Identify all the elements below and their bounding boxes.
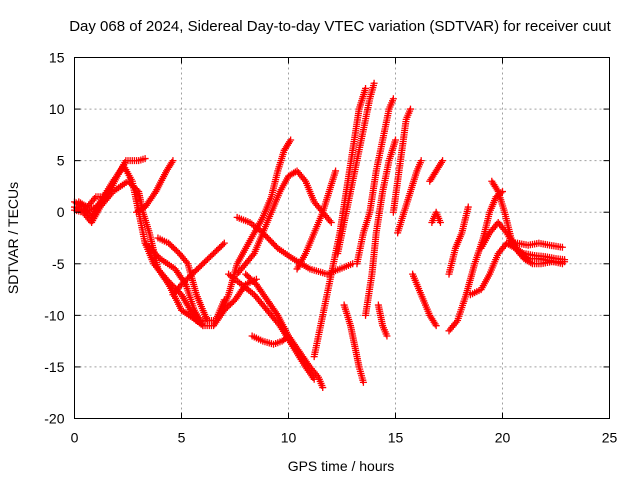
series-arc-20 — [362, 136, 399, 319]
series-arc-32 — [503, 239, 569, 268]
data-point — [141, 155, 149, 163]
data-point — [383, 332, 391, 340]
series-arc-19 — [353, 95, 397, 268]
series-arc-4 — [75, 193, 108, 211]
series-arc-8 — [169, 239, 228, 299]
y-tick-label: -10 — [44, 307, 64, 323]
y-tick-label: 10 — [49, 101, 65, 117]
data-point — [285, 332, 292, 340]
series-arc-12 — [225, 270, 318, 383]
data-point — [259, 229, 267, 237]
series-arc-24 — [409, 270, 440, 330]
series-arc-17 — [340, 301, 367, 386]
data-point — [219, 241, 227, 249]
y-tick-label: -5 — [52, 256, 65, 272]
data-point — [310, 375, 318, 383]
data-point — [558, 243, 566, 251]
data-point — [169, 157, 177, 165]
data-point — [332, 167, 340, 175]
data-point — [149, 247, 157, 255]
data-point — [266, 237, 274, 245]
data-point — [439, 157, 447, 165]
series-arc-15 — [293, 167, 340, 273]
data-point — [268, 238, 276, 246]
series-arc-18 — [334, 79, 378, 257]
series-arc-5 — [133, 157, 177, 216]
marks-layer — [71, 79, 569, 392]
x-tick-label: 15 — [388, 430, 404, 446]
data-point — [143, 241, 151, 249]
series-arc-23 — [394, 157, 425, 237]
grid-layer — [74, 57, 610, 419]
x-tick-label: 0 — [71, 430, 79, 446]
data-point — [263, 233, 271, 241]
data-point — [319, 384, 327, 392]
data-point — [406, 105, 414, 113]
y-tick-label: -15 — [44, 359, 64, 375]
data-point — [389, 95, 397, 103]
data-point — [283, 333, 291, 341]
data-point — [146, 244, 154, 252]
data-point — [133, 186, 141, 194]
data-point — [147, 245, 155, 253]
data-point — [370, 79, 378, 87]
data-point — [561, 258, 569, 266]
data-point — [359, 378, 367, 386]
x-tick-label: 25 — [602, 430, 618, 446]
data-point — [392, 136, 399, 144]
series-arc-16 — [310, 84, 370, 361]
data-point — [362, 84, 370, 92]
series-arc-22 — [389, 105, 414, 216]
data-point — [152, 250, 160, 258]
x-tick-label: 5 — [178, 430, 186, 446]
data-point — [271, 241, 279, 249]
series-arc-29 — [466, 239, 566, 299]
data-point — [464, 203, 472, 211]
series-arc-21 — [374, 301, 391, 340]
ticks-layer: 0 5 10 15 20 25 -20 -15 -10 -5 0 5 10 15 — [44, 50, 617, 446]
plot-frame — [74, 57, 610, 419]
data-point — [417, 157, 425, 165]
data-point — [100, 193, 108, 201]
y-axis-label: SDTVAR / TECUs — [5, 182, 21, 294]
y-tick-label: 15 — [49, 50, 65, 66]
data-point — [432, 322, 440, 330]
chart-title: Day 068 of 2024, Sidereal Day-to-day VTE… — [69, 18, 611, 35]
data-point — [220, 239, 228, 247]
data-point — [141, 239, 149, 247]
series-arc-25 — [426, 157, 447, 185]
data-point — [269, 240, 277, 248]
data-point — [153, 252, 161, 260]
data-point — [262, 232, 270, 240]
data-point — [327, 219, 335, 227]
data-point — [150, 248, 158, 256]
y-tick-label: 5 — [57, 153, 65, 169]
x-tick-label: 10 — [281, 430, 297, 446]
data-point — [265, 235, 273, 243]
x-tick-label: 20 — [495, 430, 511, 446]
x-axis-label: GPS time / hours — [288, 458, 395, 474]
series-arc-27 — [445, 203, 472, 278]
data-point — [287, 136, 295, 144]
series-arc-26 — [428, 208, 444, 227]
y-tick-label: 0 — [57, 204, 65, 220]
data-point — [144, 242, 152, 250]
y-tick-label: -20 — [44, 411, 64, 427]
series-arc-14 — [248, 332, 292, 348]
data-point — [260, 230, 268, 238]
data-point — [436, 219, 444, 227]
